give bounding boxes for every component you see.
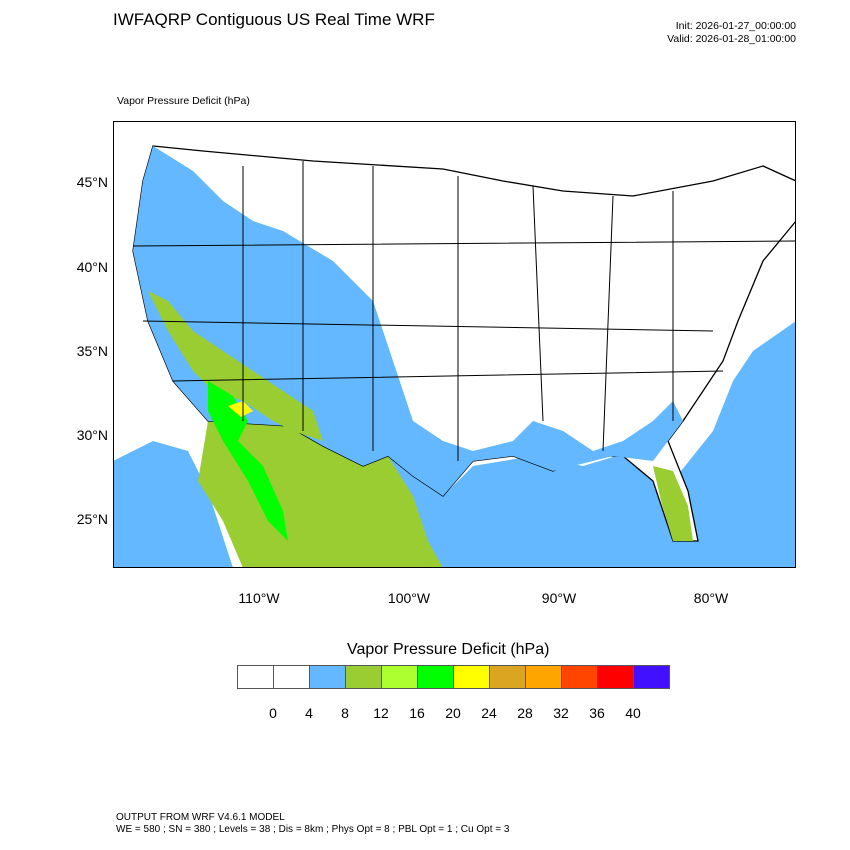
lon-label-90: 90°W	[541, 590, 577, 606]
colorbar-label: 24	[481, 705, 497, 721]
southwest-vpd-12-20	[208, 381, 288, 541]
colorbar-label: 4	[305, 705, 313, 721]
west-vpd-8-12	[148, 291, 323, 441]
colorbar-swatch	[274, 666, 310, 688]
colorbar-swatch	[490, 666, 526, 688]
colorbar-swatch	[418, 666, 454, 688]
lat-label-35: 35°N	[76, 343, 108, 359]
valid-time: Valid: 2026-01-28_01:00:00	[667, 33, 796, 45]
vpd-map	[113, 121, 796, 568]
footer-config: WE = 580 ; SN = 380 ; Levels = 38 ; Dis …	[116, 824, 510, 835]
colorbar-label: 36	[589, 705, 605, 721]
lat-label-25: 25°N	[76, 511, 108, 527]
florida-vpd-8-12	[653, 466, 693, 541]
colorbar-label: 20	[445, 705, 461, 721]
colorbar-swatch	[346, 666, 382, 688]
state-boundaries	[132, 161, 796, 461]
plot-title: IWFAQRP Contiguous US Real Time WRF	[113, 10, 435, 29]
colorbar-swatch	[238, 666, 274, 688]
colorbar-swatch	[454, 666, 490, 688]
lon-label-100: 100°W	[387, 590, 431, 606]
colorbar-swatch	[382, 666, 418, 688]
colorbar-label: 12	[373, 705, 389, 721]
colorbar-swatch	[598, 666, 634, 688]
colorbar-title: Vapor Pressure Deficit (hPa)	[347, 641, 550, 658]
lat-label-45: 45°N	[76, 174, 108, 190]
colorbar-swatch	[526, 666, 562, 688]
colorbar-label: 8	[341, 705, 349, 721]
colorbar	[237, 665, 670, 689]
colorbar-label: 0	[269, 705, 277, 721]
colorbar-label: 16	[409, 705, 425, 721]
mexico-land	[198, 421, 443, 568]
lat-label-40: 40°N	[76, 259, 108, 275]
arizona-vpd-20-24	[228, 401, 253, 417]
colorbar-label: 28	[517, 705, 533, 721]
lat-label-30: 30°N	[76, 427, 108, 443]
lon-label-80: 80°W	[693, 590, 729, 606]
lon-label-110: 110°W	[238, 590, 280, 606]
field-label: Vapor Pressure Deficit (hPa)	[117, 95, 250, 107]
pacific-ocean-vpd	[113, 441, 233, 568]
footer-model: OUTPUT FROM WRF V4.6.1 MODEL	[116, 812, 285, 823]
colorbar-swatch	[310, 666, 346, 688]
colorbar-label: 32	[553, 705, 569, 721]
colorbar-swatch	[562, 666, 598, 688]
init-time: Init: 2026-01-27_00:00:00	[675, 20, 796, 32]
map-frame	[113, 121, 796, 568]
colorbar-label: 40	[625, 705, 641, 721]
colorbar-swatch	[634, 666, 669, 688]
